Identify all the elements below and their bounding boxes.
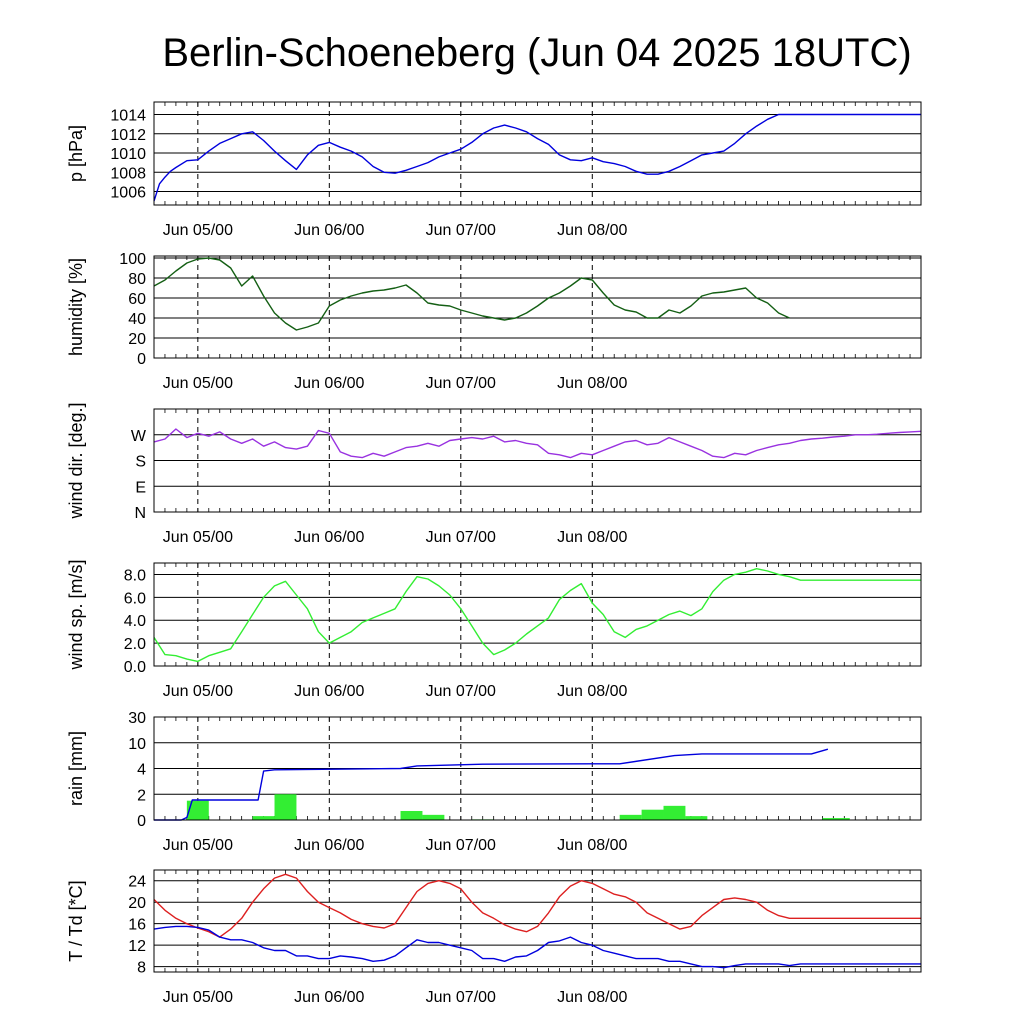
plot-frame [153, 255, 922, 359]
x-tick-label: Jun 05/00 [163, 837, 233, 854]
y-tick-label: 80 [128, 271, 146, 288]
y-tick-label: 100 [119, 251, 146, 268]
y-tick-label: W [131, 428, 147, 445]
x-tick-label: Jun 06/00 [294, 529, 364, 546]
y-tick-label: 10 [128, 736, 146, 753]
series-line-0 [153, 873, 921, 938]
x-tick-label: Jun 08/00 [557, 683, 627, 700]
panel-4: 0 2 4 10 30 Jun 05/00 Jun 06/00 Jun 07/00 Jun 08… [66, 710, 922, 854]
x-tick-label: Jun 07/00 [426, 222, 496, 239]
y-tick-label: 0 [137, 351, 146, 368]
plot-frame [153, 101, 922, 206]
rain-bar [619, 814, 642, 820]
x-tick-label: Jun 05/00 [163, 222, 233, 239]
panel-5: 8 12 16 20 24 Jun 05/00 Jun 06/00 Jun 07/00 Jun … [66, 869, 922, 1006]
series-line-0 [153, 428, 922, 459]
y-tick-label: E [135, 479, 146, 496]
series-line-0 [153, 113, 921, 202]
series-line-0 [154, 748, 829, 821]
y-tick-label: 1012 [110, 127, 146, 144]
rain-bar [274, 794, 297, 820]
rain-bar [663, 805, 686, 820]
x-tick-label: Jun 08/00 [557, 529, 627, 546]
plot-frame [153, 408, 922, 513]
x-tick-label: Jun 06/00 [294, 375, 364, 392]
y-tick-label: 24 [128, 874, 146, 891]
rain-bar [400, 810, 423, 820]
series-line-0 [153, 257, 790, 331]
x-tick-label: Jun 05/00 [163, 375, 233, 392]
y-tick-label: 0 [137, 813, 146, 830]
panel-3: 0.0 2.0 4.0 6.0 8.0 Jun 05/00 Jun 06/00 Jun 07/… [66, 559, 922, 700]
y-tick-label: 2.0 [124, 636, 146, 653]
y-axis-label: humidity [%] [66, 258, 86, 356]
y-tick-label: 1014 [110, 108, 146, 125]
y-tick-label: 20 [128, 331, 146, 348]
y-axis-label: wind sp. [m/s] [66, 559, 86, 670]
y-tick-label: 0.0 [124, 659, 146, 676]
rain-bar [422, 814, 445, 820]
rain-bar [186, 800, 209, 820]
x-tick-label: Jun 07/00 [426, 683, 496, 700]
x-tick-label: Jun 05/00 [163, 989, 233, 1006]
plot-frame [153, 869, 922, 973]
y-tick-label: 4 [137, 762, 146, 779]
y-axis-label: wind dir. [deg.] [66, 402, 86, 519]
x-tick-label: Jun 05/00 [163, 529, 233, 546]
rain-bar [641, 809, 664, 820]
y-axis-label: rain [mm] [66, 731, 86, 806]
y-tick-label: 4.0 [124, 613, 146, 630]
y-tick-label: 60 [128, 291, 146, 308]
y-tick-label: 1008 [110, 165, 146, 182]
x-tick-label: Jun 07/00 [426, 837, 496, 854]
panel-0: 1006 1008 1010 1012 1014 Jun 05/00 Jun 06/00 Ju… [66, 101, 922, 239]
y-tick-label: 6.0 [124, 590, 146, 607]
y-tick-label: 1006 [110, 185, 146, 202]
y-tick-label: 16 [128, 917, 146, 934]
rain-bar [685, 816, 708, 820]
x-tick-label: Jun 05/00 [163, 683, 233, 700]
series-line-0 [153, 568, 921, 663]
y-tick-label: 1010 [110, 146, 146, 163]
series-line-1 [153, 925, 921, 969]
x-tick-label: Jun 06/00 [294, 837, 364, 854]
x-tick-label: Jun 08/00 [557, 375, 627, 392]
x-tick-label: Jun 08/00 [557, 989, 627, 1006]
chart-title: Berlin-Schoeneberg (Jun 04 2025 18UTC) [162, 31, 911, 75]
y-axis-label: T / Td [*C] [66, 880, 86, 961]
x-tick-label: Jun 07/00 [426, 375, 496, 392]
x-tick-label: Jun 07/00 [426, 989, 496, 1006]
x-tick-label: Jun 08/00 [557, 837, 627, 854]
y-tick-label: S [135, 454, 146, 471]
y-tick-label: 30 [128, 710, 146, 727]
y-tick-label: 20 [128, 895, 146, 912]
y-tick-label: N [134, 505, 146, 522]
x-tick-label: Jun 06/00 [294, 222, 364, 239]
x-tick-label: Jun 06/00 [294, 989, 364, 1006]
panel-1: 0 20 40 60 80 100 Jun 05/00 Jun 06/00 Jun 07/00 J… [66, 251, 922, 392]
plot-frame [153, 562, 922, 667]
x-tick-label: Jun 08/00 [557, 222, 627, 239]
x-tick-label: Jun 06/00 [294, 683, 364, 700]
y-tick-label: 12 [128, 938, 146, 955]
rain-bar [252, 816, 275, 820]
x-tick-label: Jun 07/00 [426, 529, 496, 546]
y-tick-label: 40 [128, 311, 146, 328]
y-axis-label: p [hPa] [66, 125, 86, 182]
plot-frame [153, 716, 922, 821]
rain-bar [822, 818, 850, 820]
y-tick-label: 2 [137, 787, 146, 804]
y-tick-label: 8 [137, 960, 146, 977]
y-tick-label: 8.0 [124, 567, 146, 584]
